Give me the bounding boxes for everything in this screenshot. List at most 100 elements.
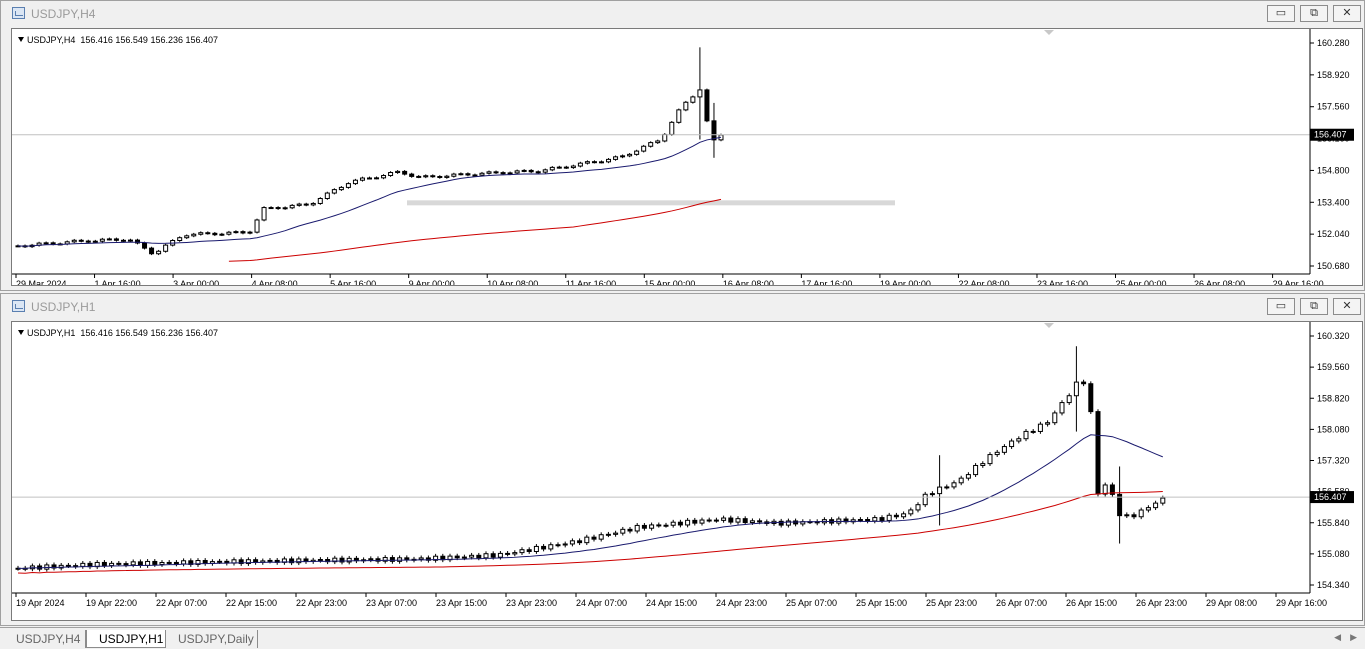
time-tick-label: 23 Apr 07:00 [366, 598, 417, 608]
window-titlebar[interactable]: USDJPY,H4 ▭ ⧉ ✕ [1, 1, 1364, 27]
chart-window-icon [12, 7, 25, 19]
candle-body [113, 238, 119, 241]
symbol-info[interactable]: USDJPY,H1 156.416 156.549 156.236 156.40… [18, 328, 218, 338]
close-button[interactable]: ✕ [1333, 298, 1361, 315]
tab-usdjpy-h1[interactable]: USDJPY,H1 [86, 630, 166, 648]
candle-body [159, 561, 165, 565]
time-tick-label: 9 Apr 00:00 [409, 279, 455, 285]
window-title: USDJPY,H4 [31, 7, 96, 21]
candle-body [123, 563, 129, 566]
candle-body [757, 520, 763, 523]
chart-shift-marker-icon[interactable] [1044, 30, 1054, 35]
candle-body [649, 524, 655, 529]
time-tick-label: 19 Apr 00:00 [880, 279, 931, 285]
candle-body [683, 101, 689, 111]
window-titlebar[interactable]: USDJPY,H1 ▭ ⧉ ✕ [1, 294, 1364, 320]
candle-body [951, 482, 957, 488]
time-tick-label: 23 Apr 15:00 [436, 598, 487, 608]
price-tick-label: 157.560 [1317, 102, 1350, 112]
dropdown-triangle-icon[interactable] [18, 37, 24, 42]
candle-body [584, 161, 590, 164]
tab-usdjpy-daily[interactable]: USDJPY,Daily [166, 630, 258, 648]
scroll-left-icon[interactable]: ◀ [1334, 632, 1341, 642]
symbol-label: USDJPY,H4 [27, 35, 76, 45]
symbol-info[interactable]: USDJPY,H4 156.416 156.549 156.236 156.40… [18, 35, 218, 45]
candle-body [1073, 381, 1079, 397]
candle-body [1138, 509, 1144, 518]
price-tick-label: 154.340 [1317, 580, 1350, 590]
candle-body [296, 558, 302, 564]
candle-body [613, 532, 619, 535]
candle-body [1088, 383, 1094, 413]
tab-usdjpy-h4[interactable]: USDJPY,H4 [4, 630, 86, 648]
price-chart-h4[interactable]: 160.280158.920157.560156.160154.800153.4… [11, 28, 1363, 286]
candle-body [512, 552, 518, 555]
support-zone-rectangle[interactable] [407, 200, 895, 206]
candle-body [605, 533, 611, 536]
candle-body [1030, 430, 1036, 433]
candle-body [656, 524, 662, 527]
candle-body [109, 562, 115, 567]
chart-window-h1: USDJPY,H1 ▭ ⧉ ✕ 160.320 159.560 158.820 158… [0, 293, 1365, 626]
candle-body [613, 156, 619, 160]
candle-body [454, 555, 460, 559]
moving-average-slow-line [228, 198, 722, 262]
candle-body [181, 560, 187, 565]
candle-body [677, 521, 683, 526]
price-chart-h1[interactable]: 160.320159.560158.820158.080157.320156.5… [11, 321, 1363, 621]
maximize-button[interactable]: ⧉ [1300, 5, 1328, 22]
minimize-button[interactable]: ▭ [1267, 298, 1295, 315]
time-tick-label: 24 Apr 15:00 [646, 598, 697, 608]
candle-body [85, 240, 91, 243]
candle-body [1059, 402, 1065, 414]
candle-body [476, 554, 482, 559]
candle-body [217, 560, 223, 563]
candle-body [670, 521, 676, 526]
candle-body [922, 493, 928, 506]
candle-body [331, 189, 337, 194]
candle-body [173, 561, 179, 565]
candle-body [92, 240, 98, 243]
minimize-button[interactable]: ▭ [1267, 5, 1295, 22]
candle-body [253, 559, 259, 563]
scroll-right-icon[interactable]: ▶ [1350, 632, 1357, 642]
candle-body [1001, 446, 1007, 453]
candle-body [80, 562, 86, 567]
candle-body [267, 559, 273, 562]
candle-body [166, 561, 172, 564]
candle-body [338, 186, 344, 191]
candle-body [697, 89, 703, 98]
candle-body [65, 564, 71, 567]
candle-body [423, 175, 429, 178]
candle-body [1117, 493, 1123, 517]
candle-body [388, 172, 394, 177]
candle-body [202, 559, 208, 564]
candle-body [778, 520, 784, 526]
time-tick-label: 23 Apr 23:00 [506, 598, 557, 608]
time-tick-label: 24 Apr 07:00 [576, 598, 627, 608]
candle-body [634, 524, 640, 532]
candle-body [233, 231, 239, 234]
candle-body [929, 493, 935, 496]
candle-body [324, 192, 330, 199]
candle-body [416, 175, 422, 178]
candle-body [528, 169, 534, 173]
candle-body [577, 540, 583, 544]
candle-body [303, 203, 309, 206]
candle-body [620, 528, 626, 534]
candle-body [303, 558, 309, 562]
maximize-button[interactable]: ⧉ [1300, 298, 1328, 315]
dropdown-triangle-icon[interactable] [18, 330, 24, 335]
candle-body [937, 486, 943, 495]
candle-body [563, 166, 569, 169]
candle-body [345, 183, 351, 188]
chart-shift-marker-icon[interactable] [1044, 323, 1054, 328]
candle-body [497, 552, 503, 558]
candle-body [598, 534, 604, 540]
candle-body [1037, 423, 1043, 432]
time-tick-label: 29 Mar 2024 [16, 279, 67, 285]
candle-body [598, 161, 604, 164]
close-button[interactable]: ✕ [1333, 5, 1361, 22]
chart-canvas[interactable]: 160.280158.920157.560156.160154.800153.4… [12, 29, 1362, 285]
chart-canvas[interactable]: 160.320159.560158.820158.080157.320156.5… [12, 322, 1362, 620]
